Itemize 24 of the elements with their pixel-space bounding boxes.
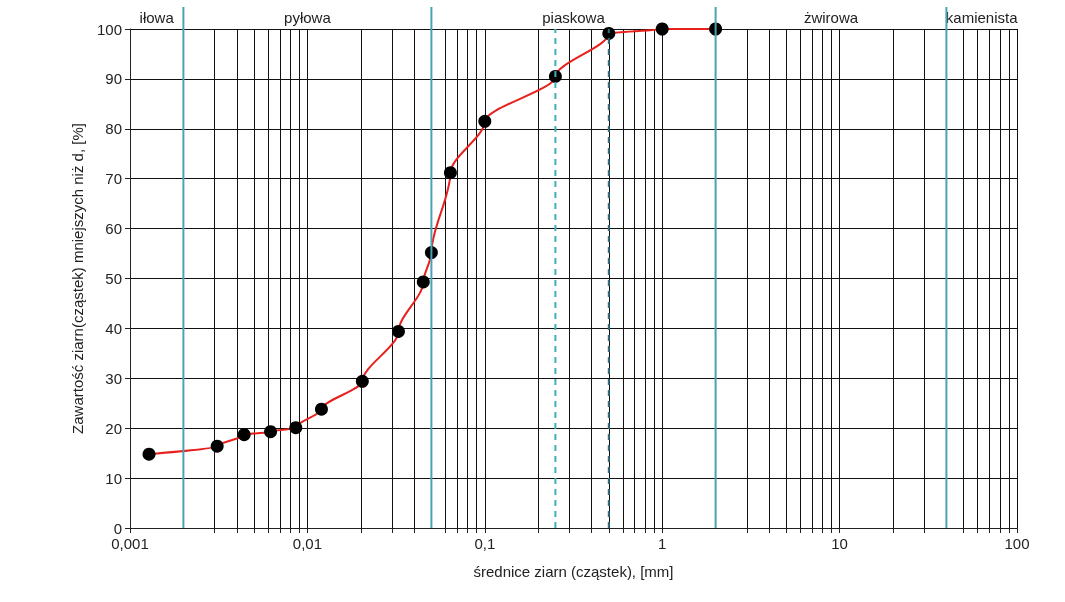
text: żwirowa bbox=[803, 9, 859, 26]
x-tick-label: 0,01 bbox=[292, 535, 322, 552]
y-tick-label: 70 bbox=[105, 170, 122, 188]
x-tick-label: 100 bbox=[1004, 535, 1030, 552]
y-tick-label: 10 bbox=[105, 469, 122, 487]
y-axis-title: Zawartość ziarn(cząstek) mniejszych niż d, [%] bbox=[69, 123, 86, 434]
y-tick-label: 40 bbox=[105, 319, 122, 337]
y-tick-label: 30 bbox=[105, 369, 122, 387]
y-tick-label: 80 bbox=[105, 120, 122, 138]
y-tick-label: 100 bbox=[96, 20, 122, 38]
x-tick-label: 10 bbox=[831, 535, 848, 552]
text: piaskowa bbox=[542, 9, 606, 26]
y-tick-label: 60 bbox=[105, 220, 122, 238]
text: kamienista bbox=[945, 9, 1019, 26]
x-tick-label: 0,001 bbox=[111, 535, 149, 552]
y-tick-label: 20 bbox=[105, 419, 122, 437]
x-tick-label: 1 bbox=[658, 535, 667, 552]
x-axis-title: średnice ziarn (cząstek), [mm] bbox=[473, 563, 674, 580]
y-tick-label: 50 bbox=[105, 270, 122, 287]
text: iłowa bbox=[139, 9, 175, 26]
x-tick-label: 0,1 bbox=[474, 535, 496, 552]
y-tick-label: 0 bbox=[113, 519, 122, 537]
y-tick-label: 90 bbox=[105, 70, 122, 88]
text: pyłowa bbox=[284, 9, 332, 26]
